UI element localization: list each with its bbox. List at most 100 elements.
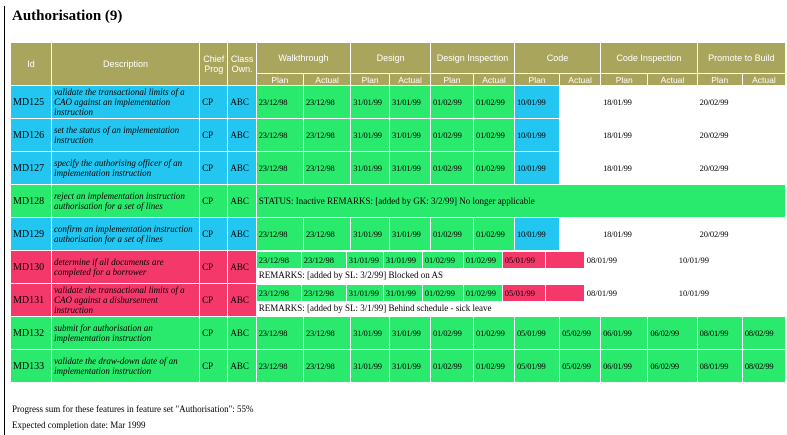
milestone-date <box>742 218 785 250</box>
milestone-date <box>560 119 601 151</box>
milestone-date: 31/01/99 <box>346 252 383 268</box>
chief-prog: CP <box>200 185 228 217</box>
status-remarks: STATUS: Inactive REMARKS: [added by GK: … <box>256 185 785 217</box>
chief-prog: CP <box>200 317 228 349</box>
milestone-date: 10/01/99 <box>514 152 560 184</box>
progress-summary: Progress sum for these features in featu… <box>12 404 254 414</box>
milestone-date: 20/02/99 <box>697 86 742 118</box>
milestone-date: 01/02/99 <box>431 218 474 250</box>
milestone-date: 01/02/99 <box>463 285 502 301</box>
milestone-date: 31/01/99 <box>351 350 390 382</box>
table-row: MD133 validate the draw-down date of an i… <box>11 350 785 382</box>
milestone-date <box>648 119 697 151</box>
milestone-date: 23/12/98 <box>301 285 346 301</box>
milestone-date: 08/01/99 <box>584 285 629 301</box>
class-owner: ABC <box>228 152 256 184</box>
milestone-date: 08/01/99 <box>697 317 742 349</box>
feature-table: Id Description Chief Prog Class Own. Wal… <box>10 42 786 383</box>
feature-description: confirm an implementation instruction au… <box>51 218 200 250</box>
milestone-date <box>742 152 785 184</box>
milestone-date: 23/12/98 <box>256 218 303 250</box>
milestone-date: 06/01/99 <box>601 317 648 349</box>
milestone-date: 01/02/99 <box>431 152 474 184</box>
milestone-date: 31/01/99 <box>390 152 430 184</box>
class-owner: ABC <box>228 185 256 217</box>
milestone-date: 01/02/99 <box>474 152 514 184</box>
chief-prog: CP <box>200 86 228 118</box>
milestone-date: 23/12/98 <box>256 86 303 118</box>
milestone-date: 01/02/99 <box>474 317 514 349</box>
feature-id: MD129 <box>11 218 51 250</box>
milestone-date: 23/12/98 <box>303 218 351 250</box>
milestone-date: 31/01/99 <box>351 218 390 250</box>
milestone-date: 31/01/99 <box>351 119 390 151</box>
row-remarks: REMARKS: [added by SL: 3/2/99] Blocked o… <box>256 268 785 282</box>
milestone-date: 18/01/99 <box>601 218 648 250</box>
milestone-date: 31/01/99 <box>390 119 430 151</box>
milestone-date: 01/02/99 <box>474 119 514 151</box>
header-description: Description <box>51 43 200 85</box>
left-border-line <box>4 6 5 435</box>
milestone-date: 01/02/99 <box>463 252 502 268</box>
milestone-date: 01/02/99 <box>431 350 474 382</box>
subheader-plan: Plan <box>256 74 303 85</box>
milestone-date: 01/02/99 <box>422 285 463 301</box>
milestones-cell: 23/12/98 23/12/98 31/01/99 31/01/99 01/02/99… <box>256 284 785 316</box>
milestone-date: 23/12/98 <box>303 350 351 382</box>
milestone-date <box>545 285 584 301</box>
table-row: MD131 validate the transactional limits o… <box>11 284 785 316</box>
milestone-date <box>648 86 697 118</box>
milestone-date: 23/12/98 <box>256 285 301 301</box>
milestone-date: 18/01/99 <box>601 152 648 184</box>
subheader-actual: Actual <box>474 74 514 85</box>
milestone-date: 23/12/98 <box>301 252 346 268</box>
table-row: MD128 reject an implementation instructio… <box>11 185 785 217</box>
feature-description: determine if all documents are completed… <box>51 251 200 283</box>
class-owner: ABC <box>228 86 256 118</box>
table-row: MD125 validate the transactional limits o… <box>11 86 785 118</box>
subheader-plan: Plan <box>601 74 648 85</box>
milestone-date: 31/01/99 <box>390 350 430 382</box>
page-title: Authorisation (9) <box>12 8 123 24</box>
subheader-actual: Actual <box>303 74 351 85</box>
table-row: MD132 submit for authorisation an impleme… <box>11 317 785 349</box>
subheader-actual: Actual <box>390 74 430 85</box>
header-id: Id <box>11 43 51 85</box>
milestone-date: 31/01/99 <box>390 86 430 118</box>
subheader-actual: Actual <box>648 74 697 85</box>
milestone-date <box>560 152 601 184</box>
class-owner: ABC <box>228 119 256 151</box>
feature-description: validate the transactional limits of a C… <box>51 86 200 118</box>
milestone-date <box>742 86 785 118</box>
milestone-date: 31/01/99 <box>383 285 422 301</box>
milestone-date: 08/02/99 <box>742 317 785 349</box>
subheader-actual: Actual <box>742 74 785 85</box>
milestone-date: 10/01/99 <box>514 86 560 118</box>
milestone-date <box>742 119 785 151</box>
milestone-date: 31/01/99 <box>351 317 390 349</box>
feature-description: validate the draw-down date of an implem… <box>51 350 200 382</box>
milestone-date: 08/02/99 <box>742 350 785 382</box>
milestones-cell: 23/12/98 23/12/98 31/01/99 31/01/99 01/02/99… <box>256 251 785 283</box>
header-code-inspection: Code Inspection <box>601 43 697 73</box>
milestone-date <box>629 252 676 268</box>
milestone-date: 31/01/99 <box>351 86 390 118</box>
subheader-plan: Plan <box>697 74 742 85</box>
chief-prog: CP <box>200 251 228 283</box>
subheader-actual: Actual <box>560 74 601 85</box>
milestone-date: 20/02/99 <box>697 119 742 151</box>
feature-id: MD126 <box>11 119 51 151</box>
milestone-date: 01/02/99 <box>431 86 474 118</box>
feature-description: validate the transactional limits of a C… <box>51 284 200 316</box>
milestone-date: 18/01/99 <box>601 86 648 118</box>
milestone-date: 10/01/99 <box>676 252 719 268</box>
milestone-date: 10/01/99 <box>514 218 560 250</box>
feature-id: MD130 <box>11 251 51 283</box>
feature-id: MD133 <box>11 350 51 382</box>
milestone-date: 23/12/98 <box>256 152 303 184</box>
milestone-date <box>648 152 697 184</box>
header-promote-to-build: Promote to Build <box>697 43 785 73</box>
milestone-date: 23/12/98 <box>303 86 351 118</box>
subheader-plan: Plan <box>351 74 390 85</box>
chief-prog: CP <box>200 284 228 316</box>
